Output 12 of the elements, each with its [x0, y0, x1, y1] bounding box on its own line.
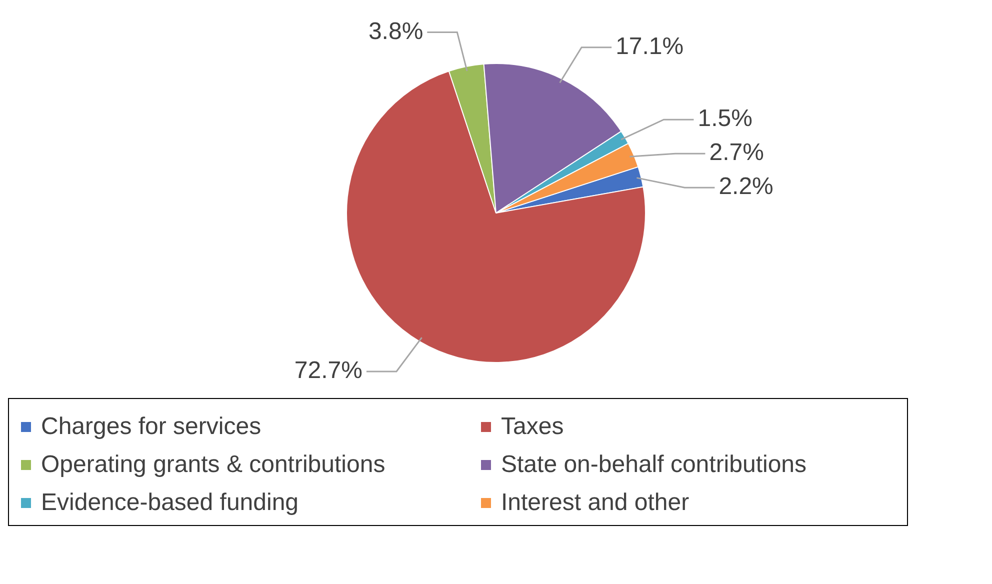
legend-label: Operating grants & contributions [41, 451, 386, 479]
data-label: 2.2% [718, 173, 774, 200]
legend-label: Evidence-based funding [41, 489, 299, 517]
legend-label: Taxes [501, 413, 564, 441]
legend-label: Interest and other [501, 489, 690, 517]
data-label: 72.7% [294, 357, 362, 384]
data-label: 1.5% [698, 105, 752, 132]
legend-label: Charges for services [41, 413, 262, 441]
legend-label: State on-behalf contributions [501, 451, 807, 479]
data-label: 2.7% [709, 139, 764, 166]
data-label: 17.1% [616, 32, 684, 60]
data-label: 3.8% [368, 18, 424, 45]
